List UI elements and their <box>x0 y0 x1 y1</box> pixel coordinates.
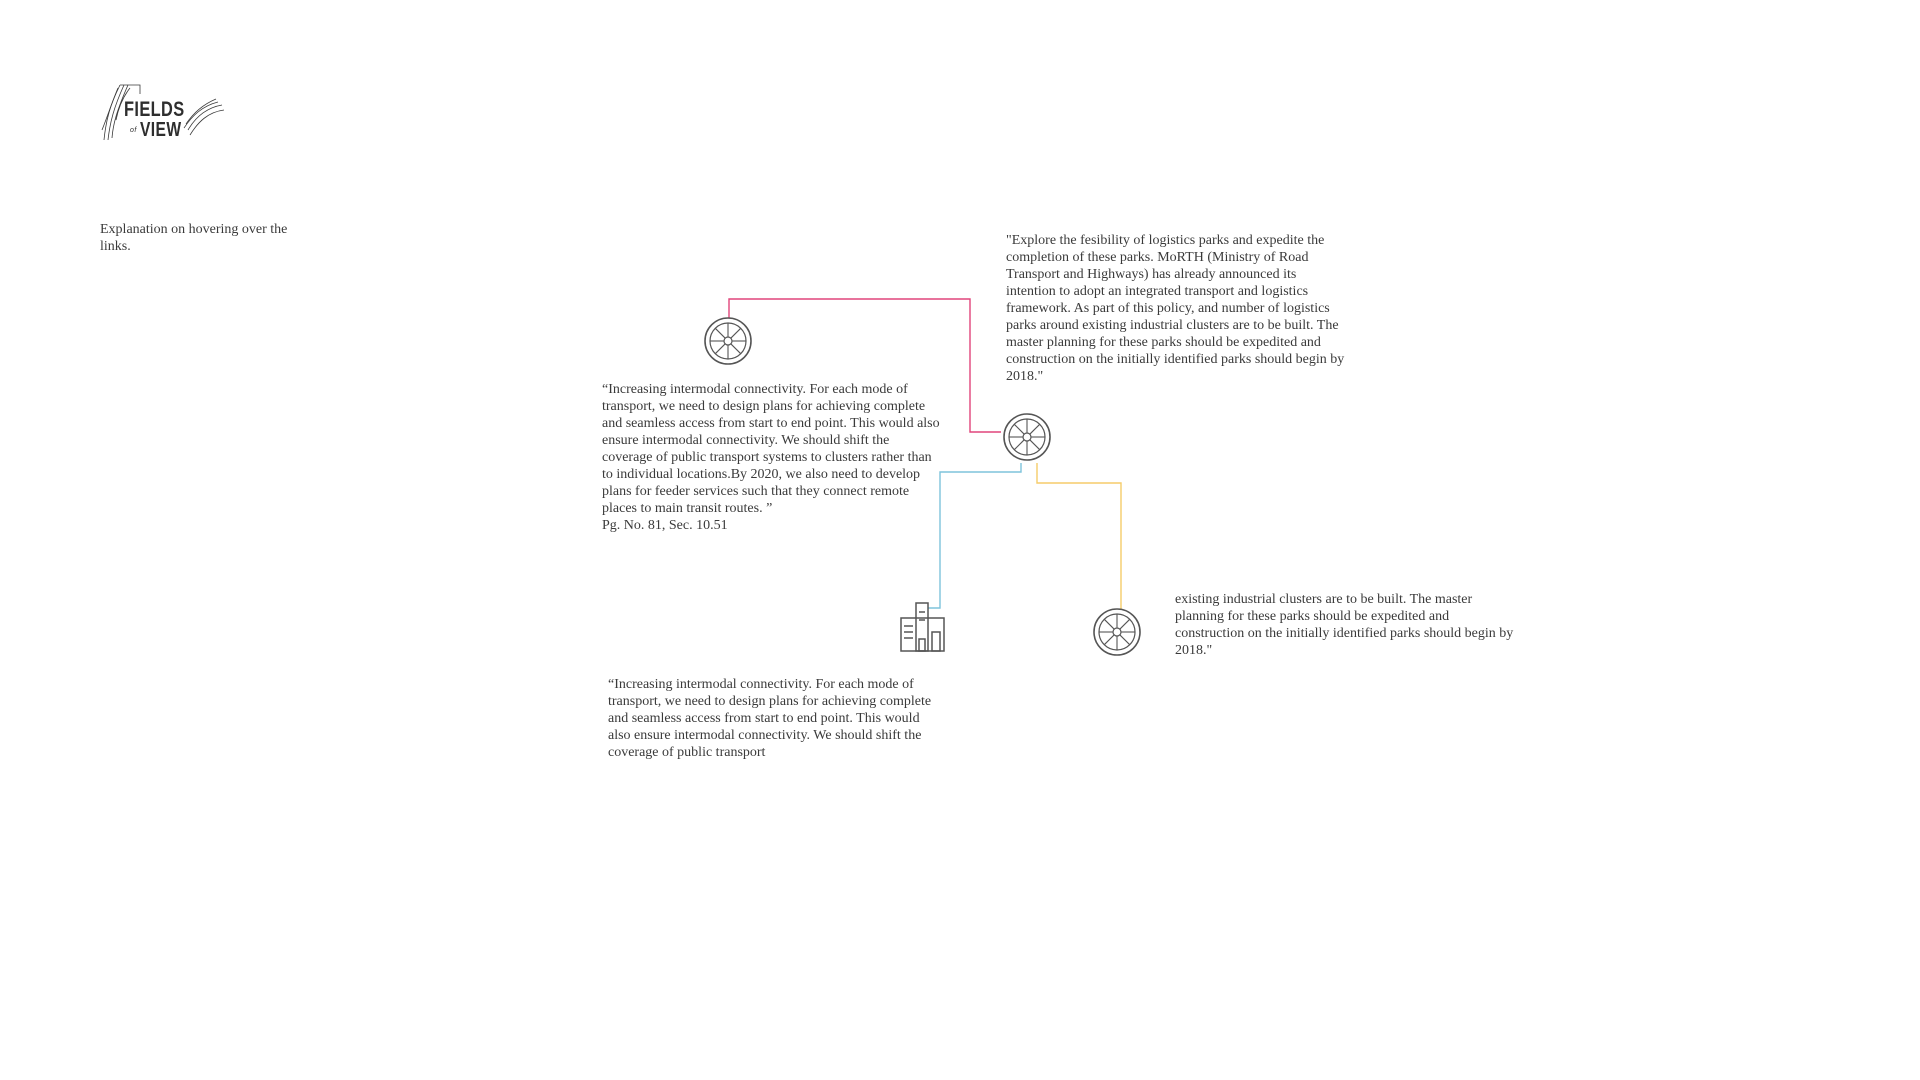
quote-intermodal-text: “Increasing intermodal connectivity. For… <box>602 382 940 516</box>
logo-contour-icon <box>101 84 225 141</box>
logo-text-fields: FIELDS <box>124 98 185 121</box>
wheel-center-icon[interactable] <box>1003 413 1051 461</box>
wheel-right-icon[interactable] <box>1093 608 1141 656</box>
quote-intermodal-short: “Increasing intermodal connectivity. For… <box>608 677 932 760</box>
link-yellow[interactable] <box>1036 463 1122 609</box>
logo-text-of: of <box>130 127 137 134</box>
quote-logistics-parks: "Explore the fesibility of logistics par… <box>1006 233 1345 384</box>
wheel-top-left-icon[interactable] <box>704 317 752 365</box>
logo-text-view: VIEW <box>140 119 182 141</box>
quote-intermodal-reference: Pg. No. 81, Sec. 10.51 <box>602 518 728 533</box>
quote-intermodal: “Increasing intermodal connectivity. For… <box>602 381 942 534</box>
building-icon[interactable] <box>900 602 945 652</box>
quote-industrial-clusters: existing industrial clusters are to be b… <box>1175 592 1514 658</box>
hover-explanation: Explanation on hovering over the links. <box>100 222 288 254</box>
fields-of-view-logo: FIELDS of VIEW <box>100 80 225 145</box>
